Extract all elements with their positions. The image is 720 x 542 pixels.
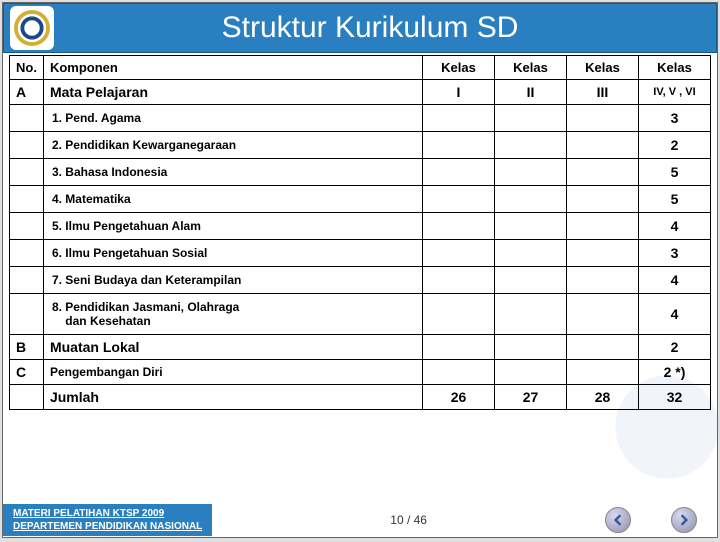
subject-row: 5. Ilmu Pengetahuan Alam 4 [10,213,711,240]
k4-label: IV, V , VI [639,80,711,105]
subject-row: 6. Ilmu Pengetahuan Sosial 3 [10,240,711,267]
subject-val: 3 [639,105,711,132]
section-a-no: A [10,80,44,105]
th-komponen: Komponen [43,56,422,80]
table-container: No. Komponen Kelas Kelas Kelas Kelas A M… [3,53,717,412]
total-k1: 26 [423,385,495,410]
footer-line2: DEPARTEMEN PENDIDIKAN NASIONAL [13,521,202,532]
section-c-no: C [10,360,44,385]
subject-val: 4 [639,294,711,335]
total-label: Jumlah [43,385,422,410]
subject-val: 3 [639,240,711,267]
header-row-1: No. Komponen Kelas Kelas Kelas Kelas [10,56,711,80]
section-b-val: 2 [639,335,711,360]
subject-label: 1. Pend. Agama [43,105,422,132]
subject-row: 8. Pendidikan Jasmani, Olahraga dan Kese… [10,294,711,335]
th-kelas-4: Kelas [639,56,711,80]
subject-label: 7. Seni Budaya dan Keterampilan [43,267,422,294]
total-k3: 28 [567,385,639,410]
header: Struktur Kurikulum SD [3,3,717,53]
section-c-label: Pengembangan Diri [43,360,422,385]
section-c-row: C Pengembangan Diri 2 *) [10,360,711,385]
chevron-left-icon [612,514,624,526]
subject-row: 3. Bahasa Indonesia 5 [10,159,711,186]
th-kelas-1: Kelas [423,56,495,80]
subject-val: 5 [639,159,711,186]
total-k4: 32 [639,385,711,410]
logo-emblem [14,10,50,46]
page-number: 10 / 46 [212,513,605,527]
subject-row: 7. Seni Budaya dan Keterampilan 4 [10,267,711,294]
prev-button[interactable] [605,507,631,533]
k2-label: II [495,80,567,105]
subject-label: 8. Pendidikan Jasmani, Olahraga dan Kese… [43,294,422,335]
subject-label: 4. Matematika [43,186,422,213]
subject-val: 4 [639,213,711,240]
subject-row: 4. Matematika 5 [10,186,711,213]
subject-val: 5 [639,186,711,213]
subject-label: 5. Ilmu Pengetahuan Alam [43,213,422,240]
page-title: Struktur Kurikulum SD [74,11,716,45]
k1-label: I [423,80,495,105]
subject-row: 2. Pendidikan Kewarganegaraan 2 [10,132,711,159]
subject-val: 2 [639,132,711,159]
subject-label: 2. Pendidikan Kewarganegaraan [43,132,422,159]
footer-line1: MATERI PELATIHAN KTSP 2009 [13,508,164,519]
th-kelas-2: Kelas [495,56,567,80]
section-b-row: B Muatan Lokal 2 [10,335,711,360]
total-row: Jumlah 26 27 28 32 [10,385,711,410]
nav-buttons [605,507,717,533]
section-b-no: B [10,335,44,360]
section-c-val: 2 *) [639,360,711,385]
subject-val: 4 [639,267,711,294]
k3-label: III [567,80,639,105]
footer-label: MATERI PELATIHAN KTSP 2009 DEPARTEMEN PE… [3,504,212,536]
curriculum-table: No. Komponen Kelas Kelas Kelas Kelas A M… [9,55,711,410]
next-button[interactable] [671,507,697,533]
total-k2: 27 [495,385,567,410]
logo [10,6,54,50]
subject-label: 6. Ilmu Pengetahuan Sosial [43,240,422,267]
section-a-row: A Mata Pelajaran I II III IV, V , VI [10,80,711,105]
slide: Struktur Kurikulum SD No. Komponen Kelas… [2,2,718,538]
th-kelas-3: Kelas [567,56,639,80]
section-a-label: Mata Pelajaran [43,80,422,105]
footer: MATERI PELATIHAN KTSP 2009 DEPARTEMEN PE… [3,503,717,537]
subject-row: 1. Pend. Agama 3 [10,105,711,132]
chevron-right-icon [678,514,690,526]
th-no: No. [10,56,44,80]
section-b-label: Muatan Lokal [43,335,422,360]
subject-label: 3. Bahasa Indonesia [43,159,422,186]
